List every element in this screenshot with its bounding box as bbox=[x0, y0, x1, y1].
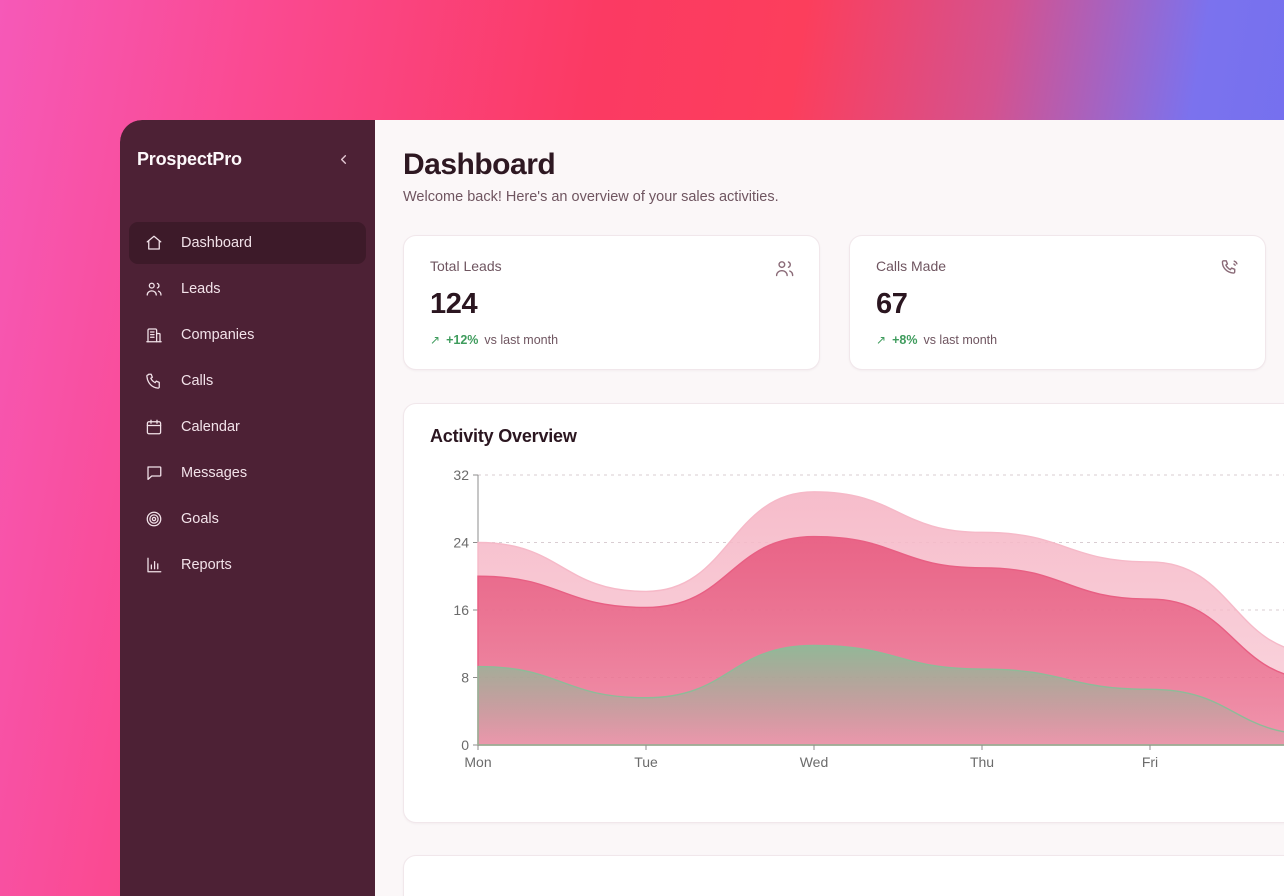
sidebar-item-calls[interactable]: Calls bbox=[129, 360, 366, 402]
stat-delta-note: vs last month bbox=[484, 333, 559, 347]
y-axis-tick: 8 bbox=[461, 670, 469, 686]
stat-delta-percent: +8% bbox=[892, 333, 918, 347]
activity-overview-panel: Activity Overview 0 8 16 24 32 Mon Tue Wed Thu Fr… bbox=[403, 403, 1284, 823]
stat-delta: ↗ +8% vs last month bbox=[876, 333, 1241, 347]
app-window: ProspectPro Dashboard Leads bbox=[120, 120, 1284, 896]
sidebar: ProspectPro Dashboard Leads bbox=[120, 120, 375, 896]
message-icon bbox=[145, 464, 163, 482]
stat-card-row: Total Leads 124 ↗ +12% vs last month Cal… bbox=[403, 235, 1284, 370]
sidebar-item-label: Reports bbox=[181, 557, 232, 573]
sidebar-item-leads[interactable]: Leads bbox=[129, 268, 366, 310]
stat-label: Total Leads bbox=[430, 258, 502, 274]
home-icon bbox=[145, 234, 163, 252]
page-title: Dashboard bbox=[403, 148, 556, 181]
area-series-0 bbox=[477, 644, 1284, 746]
target-icon bbox=[145, 510, 163, 528]
stat-value: 124 bbox=[430, 288, 478, 320]
sidebar-item-messages[interactable]: Messages bbox=[129, 452, 366, 494]
main-content: Dashboard Welcome back! Here's an overvi… bbox=[375, 120, 1284, 896]
y-axis-tick: 0 bbox=[461, 737, 469, 753]
phone-icon bbox=[145, 372, 163, 390]
sidebar-item-reports[interactable]: Reports bbox=[129, 544, 366, 586]
stat-card-total-leads[interactable]: Total Leads 124 ↗ +12% vs last month bbox=[403, 235, 820, 370]
calendar-icon bbox=[145, 418, 163, 436]
stat-card-calls-made[interactable]: Calls Made 67 ↗ +8% vs last month bbox=[849, 235, 1266, 370]
stat-delta-note: vs last month bbox=[923, 333, 998, 347]
x-axis-tick: Mon bbox=[464, 754, 491, 770]
stat-delta: ↗ +12% vs last month bbox=[430, 333, 795, 347]
sidebar-item-label: Leads bbox=[181, 281, 221, 297]
x-axis-tick: Thu bbox=[970, 754, 994, 770]
stat-delta-percent: +12% bbox=[446, 333, 479, 347]
sidebar-nav: Dashboard Leads Companies Calls bbox=[120, 198, 375, 586]
users-icon bbox=[774, 258, 795, 279]
x-axis-tick: Tue bbox=[634, 754, 658, 770]
stat-label: Calls Made bbox=[876, 258, 947, 274]
secondary-panel bbox=[403, 855, 1284, 896]
sidebar-item-label: Companies bbox=[181, 327, 255, 343]
sidebar-item-companies[interactable]: Companies bbox=[129, 314, 366, 356]
page-subtitle: Welcome back! Here's an overview of your… bbox=[403, 189, 779, 205]
trend-up-icon: ↗ bbox=[876, 333, 887, 347]
x-axis-tick: Wed bbox=[800, 754, 829, 770]
sidebar-item-calendar[interactable]: Calendar bbox=[129, 406, 366, 448]
trend-up-icon: ↗ bbox=[430, 333, 441, 347]
sidebar-header: ProspectPro bbox=[120, 120, 375, 198]
sidebar-item-label: Messages bbox=[181, 465, 248, 481]
activity-area-chart[interactable]: 0 8 16 24 32 Mon Tue Wed Thu Fri bbox=[430, 461, 1284, 791]
y-axis-tick: 32 bbox=[453, 467, 469, 483]
sidebar-item-label: Calendar bbox=[181, 419, 240, 435]
y-axis-tick: 16 bbox=[453, 602, 469, 618]
sidebar-item-label: Dashboard bbox=[181, 235, 252, 251]
stat-value: 67 bbox=[876, 288, 908, 320]
stat-card-header: Calls Made bbox=[876, 258, 1241, 279]
stat-card-header: Total Leads bbox=[430, 258, 795, 279]
bar-chart-icon bbox=[145, 556, 163, 574]
sidebar-item-label: Calls bbox=[181, 373, 214, 389]
x-axis-tick: Fri bbox=[1142, 754, 1158, 770]
panel-title: Activity Overview bbox=[430, 426, 577, 446]
sidebar-item-dashboard[interactable]: Dashboard bbox=[129, 222, 366, 264]
chevron-left-icon[interactable] bbox=[331, 147, 355, 171]
building-icon bbox=[145, 326, 163, 344]
chart-canvas: 0 8 16 24 32 Mon Tue Wed Thu Fri bbox=[453, 467, 1284, 770]
users-icon bbox=[145, 280, 163, 298]
sidebar-item-label: Goals bbox=[181, 511, 219, 527]
sidebar-item-goals[interactable]: Goals bbox=[129, 498, 366, 540]
phone-call-icon bbox=[1220, 258, 1241, 279]
y-axis-tick: 24 bbox=[453, 535, 469, 551]
brand-title: ProspectPro bbox=[137, 148, 242, 169]
